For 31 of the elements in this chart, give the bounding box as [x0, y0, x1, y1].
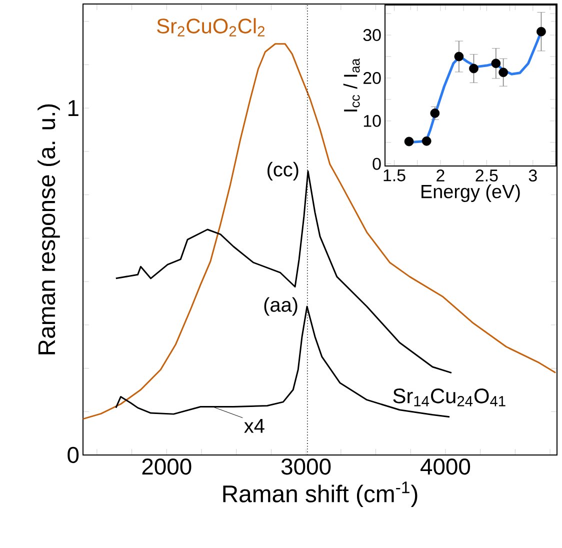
series-label: (cc): [268, 162, 298, 180]
y-tick-label: 20: [364, 72, 381, 84]
point: [430, 108, 440, 118]
x-tick-label: 1.5: [384, 170, 406, 182]
point: [422, 136, 432, 146]
point: [404, 136, 414, 146]
y-tick-label: 0: [68, 446, 79, 464]
x-tick-label: 3: [528, 170, 537, 182]
x-tick-label: 2000: [142, 458, 192, 475]
x-tick-label: 4000: [420, 458, 470, 475]
x-tick-label: 3000: [281, 458, 331, 475]
series-label: Sr$_{2}$CuO$_{2}$Cl$_{2}$: [157, 18, 264, 36]
annotation: x4: [244, 419, 264, 433]
y-tick-label: 1: [68, 100, 78, 116]
line-series: [82, 43, 556, 420]
x-tick-label: 2: [436, 170, 444, 182]
annotation: Sr$_{14}$Cu$_{24}$O$_{41}$: [393, 388, 506, 406]
x-tick-label: 2.5: [476, 170, 498, 182]
y-tick-label: 10: [364, 114, 381, 127]
x-axis-title: Energy (eV): [422, 184, 520, 202]
point: [491, 58, 501, 68]
y-tick-label: 30: [363, 29, 381, 42]
point: [536, 26, 546, 36]
y-tick-label: 0: [372, 158, 381, 170]
x-axis-title: Raman shift (cm$^{-1}$): [223, 482, 418, 508]
y-axis-title: Raman response (a. u.): [38, 104, 60, 354]
point: [498, 68, 508, 78]
point: [454, 52, 464, 62]
series-label: (aa): [264, 297, 298, 316]
point: [469, 64, 478, 74]
y-axis-title: I$_{cc}$ / I$_{aa}$: [343, 58, 360, 112]
